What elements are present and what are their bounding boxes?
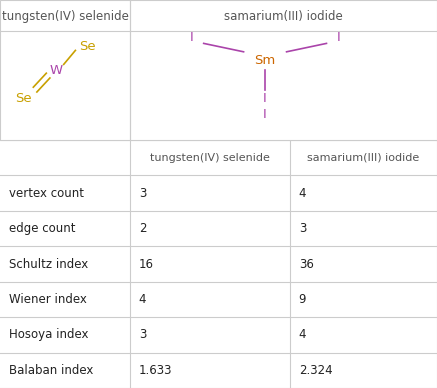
Text: I: I	[190, 31, 193, 44]
Text: Hosoya index: Hosoya index	[9, 328, 88, 341]
Text: 3: 3	[299, 222, 306, 235]
Text: 4: 4	[299, 328, 306, 341]
Text: 9: 9	[299, 293, 306, 306]
Text: 3: 3	[139, 328, 146, 341]
Text: Se: Se	[15, 92, 32, 104]
Text: Se: Se	[79, 40, 95, 53]
Text: 16: 16	[139, 258, 154, 270]
Text: edge count: edge count	[9, 222, 75, 235]
Text: 3: 3	[139, 187, 146, 200]
Text: Balaban index: Balaban index	[9, 364, 93, 377]
Text: 1.633: 1.633	[139, 364, 172, 377]
Text: samarium(III) iodide: samarium(III) iodide	[307, 153, 420, 163]
Text: vertex count: vertex count	[9, 187, 84, 200]
Text: W: W	[49, 64, 62, 76]
Text: samarium(III) iodide: samarium(III) iodide	[224, 10, 343, 23]
Text: I: I	[337, 31, 340, 44]
Text: tungsten(IV) selenide: tungsten(IV) selenide	[150, 153, 270, 163]
Text: 4: 4	[299, 187, 306, 200]
Text: Schultz index: Schultz index	[9, 258, 88, 270]
Text: 36: 36	[299, 258, 314, 270]
Text: Sm: Sm	[254, 54, 276, 67]
Text: tungsten(IV) selenide: tungsten(IV) selenide	[2, 10, 128, 23]
Text: I: I	[263, 92, 267, 104]
Text: Wiener index: Wiener index	[9, 293, 87, 306]
Text: I: I	[263, 108, 267, 121]
Text: 4: 4	[139, 293, 146, 306]
Text: 2: 2	[139, 222, 146, 235]
Text: 2.324: 2.324	[299, 364, 333, 377]
